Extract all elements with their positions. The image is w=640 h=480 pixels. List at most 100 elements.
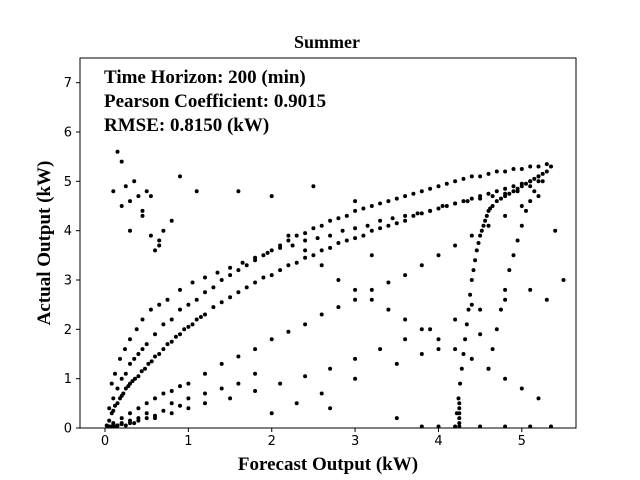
data-point bbox=[194, 317, 199, 322]
data-point bbox=[278, 381, 283, 386]
data-point bbox=[107, 418, 112, 423]
data-point bbox=[236, 268, 241, 273]
data-point bbox=[169, 389, 174, 393]
data-point bbox=[428, 327, 433, 332]
data-point bbox=[211, 285, 216, 290]
data-point bbox=[511, 184, 516, 189]
data-point bbox=[469, 302, 474, 307]
data-point bbox=[153, 248, 157, 253]
data-point bbox=[353, 236, 358, 241]
data-point bbox=[186, 324, 191, 329]
data-point bbox=[107, 406, 112, 411]
data-point bbox=[369, 228, 374, 233]
data-point bbox=[536, 396, 541, 401]
data-point bbox=[265, 250, 270, 255]
data-point bbox=[194, 189, 199, 194]
data-point bbox=[515, 238, 520, 243]
y-tick-label: 4 bbox=[64, 224, 72, 239]
y-axis: 0 1 2 3 4 5 6 7 bbox=[64, 76, 80, 437]
data-point bbox=[340, 228, 345, 233]
data-point bbox=[219, 300, 224, 305]
data-point bbox=[361, 206, 366, 211]
data-point bbox=[457, 411, 462, 416]
data-point bbox=[182, 327, 187, 332]
data-point bbox=[528, 287, 533, 292]
data-point bbox=[115, 401, 120, 406]
data-point bbox=[303, 248, 308, 253]
x-tick-label: 3 bbox=[351, 434, 359, 449]
data-point bbox=[386, 280, 391, 285]
data-point bbox=[486, 223, 491, 228]
data-point bbox=[153, 396, 157, 401]
data-point bbox=[328, 233, 333, 238]
data-point bbox=[133, 376, 137, 381]
data-point bbox=[378, 218, 383, 223]
data-point bbox=[544, 169, 549, 174]
data-point bbox=[119, 159, 124, 164]
data-point bbox=[481, 223, 486, 228]
data-point bbox=[161, 408, 166, 413]
data-point bbox=[528, 184, 533, 189]
data-point bbox=[153, 332, 157, 337]
data-point bbox=[457, 406, 462, 411]
data-point bbox=[161, 228, 166, 233]
data-point bbox=[261, 253, 266, 258]
data-point bbox=[319, 263, 324, 268]
data-point bbox=[140, 208, 145, 213]
data-point bbox=[169, 401, 174, 406]
data-point bbox=[415, 211, 420, 216]
data-point bbox=[479, 228, 484, 233]
y-axis-label: Actual Output (kW) bbox=[34, 161, 55, 326]
data-point bbox=[157, 243, 162, 248]
data-point bbox=[353, 356, 358, 361]
data-point bbox=[153, 416, 157, 421]
data-point bbox=[132, 179, 137, 184]
data-point bbox=[353, 226, 358, 231]
data-point bbox=[403, 194, 408, 199]
data-point bbox=[519, 167, 524, 171]
data-point bbox=[111, 408, 116, 413]
x-axis-label: Forecast Output (kW) bbox=[238, 454, 418, 475]
data-point bbox=[253, 371, 258, 376]
data-point bbox=[494, 327, 499, 332]
data-point bbox=[344, 213, 349, 218]
data-point bbox=[469, 278, 474, 282]
data-point bbox=[458, 381, 463, 386]
data-point bbox=[128, 361, 132, 366]
data-point bbox=[261, 275, 266, 280]
data-point bbox=[353, 287, 358, 292]
data-point bbox=[411, 213, 416, 218]
data-point bbox=[436, 184, 441, 189]
data-point bbox=[190, 322, 195, 327]
data-point bbox=[294, 401, 299, 406]
data-point bbox=[494, 199, 499, 204]
x-tick-label: 0 bbox=[101, 434, 109, 449]
data-point bbox=[503, 287, 508, 292]
data-point bbox=[544, 297, 549, 302]
data-point bbox=[469, 356, 474, 361]
data-point bbox=[378, 226, 383, 231]
data-point bbox=[469, 174, 474, 179]
data-point bbox=[469, 233, 474, 238]
data-point bbox=[311, 184, 316, 189]
data-point bbox=[483, 218, 488, 223]
data-point bbox=[403, 273, 408, 278]
data-point bbox=[148, 233, 153, 238]
data-point bbox=[148, 194, 153, 199]
data-point bbox=[386, 223, 391, 228]
data-point bbox=[457, 416, 462, 421]
data-point bbox=[211, 305, 216, 310]
data-point bbox=[169, 218, 174, 223]
data-point bbox=[311, 226, 316, 231]
data-point bbox=[269, 337, 274, 342]
data-point bbox=[353, 208, 358, 213]
data-point bbox=[494, 169, 499, 174]
data-point bbox=[144, 189, 149, 194]
data-point bbox=[157, 352, 162, 356]
data-point bbox=[394, 416, 399, 421]
data-point bbox=[403, 213, 408, 218]
data-point bbox=[536, 179, 541, 184]
data-point bbox=[515, 186, 520, 191]
data-point bbox=[228, 265, 233, 270]
